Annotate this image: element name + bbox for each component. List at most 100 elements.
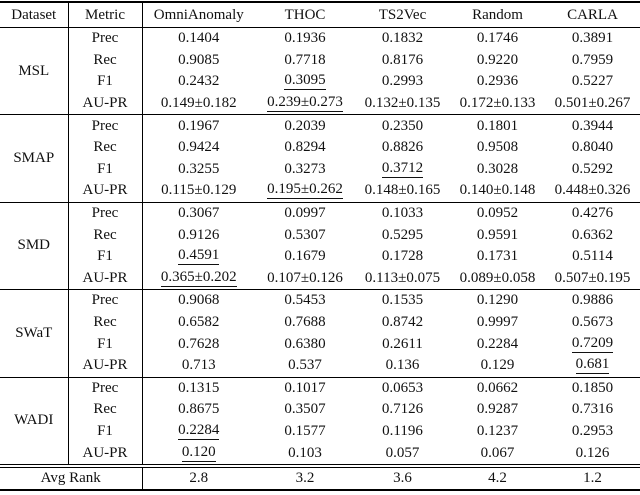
value-cell: 0.1967 [142, 114, 255, 137]
underlined-value: 0.120 [181, 443, 216, 462]
table-row: SMD Prec 0.3067 0.0997 0.1033 0.0952 0.4276 [0, 201, 640, 290]
avg-rank-value: 4.2 [450, 463, 545, 491]
avg-rank-value: 3.6 [355, 463, 450, 491]
value-cell: 0.2953 [571, 422, 614, 439]
underlined-value: 0.4591 [178, 247, 220, 266]
metric-cell: Rec [68, 49, 143, 72]
value-cell: 0.8742 [381, 314, 424, 331]
value-cell: 0.172±0.133 [459, 95, 536, 112]
value-cell: 0.5292 [571, 160, 614, 177]
value-cell: 0.7628 [178, 335, 220, 352]
metric-cell: F1 [68, 245, 143, 268]
value-cell: 0.1577 [284, 422, 326, 439]
metric-cell: Rec [68, 136, 143, 159]
value-cell: 0.103 [288, 444, 322, 461]
value-cell: 0.1936 [255, 26, 355, 50]
value-cell: 0.132±0.135 [364, 95, 441, 112]
value-cell: 0.9997 [476, 314, 519, 331]
value-cell: 0.365±0.202 [142, 268, 255, 290]
value-cell: 0.7959 [571, 51, 614, 68]
value-cell: 0.148±0.165 [364, 182, 441, 199]
value-cell: 0.4276 [545, 201, 640, 225]
table-row: AU-PR 0.149±0.182 0.239±0.273 0.132±0.135 0.… [0, 92, 640, 115]
value-cell: 0.2039 [255, 114, 355, 137]
value-cell: 0.2432 [178, 73, 220, 90]
underlined-value: 0.195±0.262 [267, 181, 343, 200]
value-cell: 0.5453 [255, 289, 355, 312]
value-cell: 0.2993 [381, 73, 424, 90]
value-cell: 0.6582 [178, 314, 220, 331]
value-cell: 0.681 [545, 355, 640, 377]
value-cell: 0.537 [288, 357, 322, 374]
metric-cell: Prec [68, 114, 143, 137]
metric-cell: Rec [68, 311, 143, 334]
value-cell: 0.8040 [571, 139, 614, 156]
table-row: F1 0.4591 0.1679 0.1728 0.1731 0.5114 [0, 245, 640, 268]
value-cell: 0.8176 [381, 51, 424, 68]
table-row: AU-PR 0.120 0.103 0.057 0.067 0.126 [0, 442, 640, 466]
value-cell: 0.7718 [284, 51, 326, 68]
value-cell: 0.9287 [476, 401, 519, 418]
value-cell: 0.5673 [571, 314, 614, 331]
value-cell: 0.3095 [255, 71, 355, 93]
underlined-value: 0.3712 [381, 159, 424, 178]
value-cell: 0.5114 [572, 248, 613, 265]
table-row: F1 0.7628 0.6380 0.2611 0.2284 0.7209 [0, 333, 640, 355]
value-cell: 0.8826 [381, 139, 424, 156]
metric-cell: Rec [68, 224, 143, 246]
value-cell: 0.1850 [545, 376, 640, 400]
table-header: Dataset Metric OmniAnomaly THOC TS2Vec R… [0, 1, 640, 28]
value-cell: 0.1832 [355, 26, 450, 50]
value-cell: 0.1237 [476, 422, 519, 439]
table-row: F1 0.2432 0.3095 0.2993 0.2936 0.5227 [0, 71, 640, 93]
dataset-cell: SWaT [0, 289, 69, 377]
avg-rank-value: 1.2 [545, 463, 640, 491]
metric-cell: AU-PR [68, 442, 143, 466]
value-cell: 0.107±0.126 [267, 269, 343, 286]
value-cell: 0.1731 [476, 248, 519, 265]
value-cell: 0.7209 [545, 333, 640, 355]
table-row: SMAP Prec 0.1967 0.2039 0.2350 0.1801 0.3944 [0, 114, 640, 203]
value-cell: 0.113±0.075 [364, 269, 441, 286]
value-cell: 0.136 [385, 357, 420, 374]
avg-rank-row: Avg Rank 2.8 3.2 3.6 4.2 1.2 [0, 463, 640, 491]
metric-cell: AU-PR [68, 92, 143, 115]
column-header-ts2vec: TS2Vec [355, 1, 450, 28]
header-row: Dataset Metric OmniAnomaly THOC TS2Vec R… [0, 1, 640, 28]
value-cell: 0.2350 [355, 114, 450, 137]
dataset-cell: WADI [0, 376, 69, 466]
table-row: MSL Prec 0.1404 0.1936 0.1832 0.1746 0.3891 [0, 26, 640, 115]
table-row: AU-PR 0.713 0.537 0.136 0.129 0.681 [0, 354, 640, 377]
value-cell: 0.1746 [450, 26, 545, 50]
value-cell: 0.5295 [381, 226, 424, 243]
value-cell: 0.9886 [545, 289, 640, 312]
table-body: MSL Prec 0.1404 0.1936 0.1832 0.1746 0.3891 Rec… [0, 26, 640, 466]
value-cell: 0.9085 [178, 51, 220, 68]
value-cell: 0.1404 [142, 26, 255, 50]
value-cell: 0.115±0.129 [161, 182, 237, 199]
value-cell: 0.3028 [476, 160, 519, 177]
column-header-dataset: Dataset [0, 1, 69, 28]
value-cell: 0.3891 [545, 26, 640, 50]
table-row: AU-PR 0.115±0.129 0.195±0.262 0.148±0.165 0.… [0, 180, 640, 203]
value-cell: 0.6362 [571, 226, 614, 243]
avg-rank-value: 2.8 [142, 463, 255, 491]
avg-rank-value: 3.2 [255, 463, 355, 491]
value-cell: 0.1033 [355, 201, 450, 225]
value-cell: 0.8675 [178, 401, 220, 418]
value-cell: 0.713 [181, 357, 216, 374]
value-cell: 0.3067 [142, 201, 255, 225]
value-cell: 0.9126 [178, 226, 220, 243]
underlined-value: 0.2284 [178, 421, 220, 440]
value-cell: 0.1679 [284, 248, 326, 265]
value-cell: 0.9424 [178, 139, 220, 156]
metric-cell: Prec [68, 201, 143, 225]
underlined-value: 0.3095 [284, 72, 326, 91]
value-cell: 0.126 [575, 444, 610, 461]
value-cell: 0.1801 [450, 114, 545, 137]
value-cell: 0.507±0.195 [554, 269, 631, 286]
value-cell: 0.0653 [355, 376, 450, 400]
value-cell: 0.9591 [476, 226, 519, 243]
metric-cell: Prec [68, 289, 143, 312]
column-header-omnianomaly: OmniAnomaly [142, 1, 255, 28]
